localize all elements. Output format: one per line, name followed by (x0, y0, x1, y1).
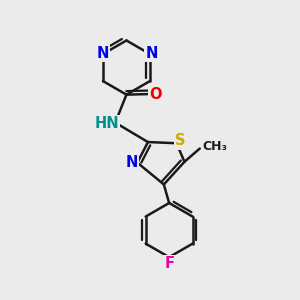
Text: F: F (164, 256, 174, 271)
Text: CH₃: CH₃ (202, 140, 227, 153)
Text: N: N (145, 46, 158, 61)
Text: O: O (150, 87, 162, 102)
Text: N: N (126, 154, 138, 169)
Text: S: S (176, 134, 186, 148)
Text: HN: HN (95, 116, 119, 131)
Text: N: N (96, 46, 109, 61)
